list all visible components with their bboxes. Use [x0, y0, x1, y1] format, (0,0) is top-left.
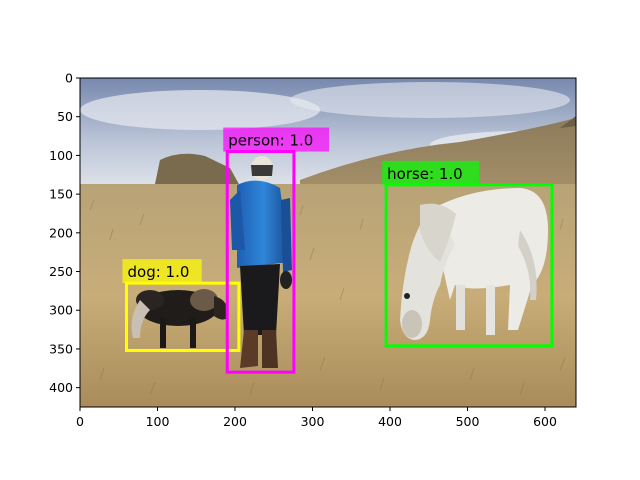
y-tick-label: 200	[49, 225, 73, 240]
person-label: person: 1.0	[228, 132, 313, 150]
grass-texture	[89, 199, 566, 396]
axes-frame	[79, 77, 577, 408]
y-tick-label: 350	[49, 341, 73, 356]
cloud	[290, 82, 570, 118]
photo-image	[80, 78, 576, 407]
y-tick-label: 100	[49, 148, 73, 163]
dog-figure	[131, 289, 229, 348]
y-tick-label: 150	[49, 187, 73, 202]
y-tick-label: 250	[49, 264, 73, 279]
hill-left	[155, 153, 240, 186]
x-tick-label: 400	[378, 414, 402, 429]
x-axis: 0 100 200 300 400 500 600	[76, 407, 557, 429]
horse-label: horse: 1.0	[387, 165, 463, 183]
x-tick-label: 300	[301, 414, 325, 429]
x-tick-label: 200	[223, 414, 247, 429]
y-tick-label: 300	[49, 303, 73, 318]
horse-label-background	[382, 160, 480, 185]
dog-label: dog: 1.0	[128, 263, 190, 281]
y-tick-label: 0	[65, 71, 73, 86]
horse-figure	[400, 188, 548, 340]
detections-layer: dog: 1.0 person: 1.0 horse: 1.0	[122, 127, 554, 374]
person-label-background	[223, 127, 330, 152]
person-bounding-box	[225, 150, 296, 374]
x-tick-label: 600	[533, 414, 557, 429]
person-figure	[230, 156, 292, 368]
y-axis: 0 50 100 150 200 250 300 350 400	[49, 71, 80, 395]
hill-right-edge	[560, 116, 576, 128]
cloud	[80, 90, 320, 130]
dog-label-background	[122, 259, 202, 284]
y-tick-label: 400	[49, 380, 73, 395]
x-tick-label: 0	[76, 414, 84, 429]
x-tick-label: 500	[456, 414, 480, 429]
hill-right	[300, 118, 576, 190]
y-tick-label: 50	[57, 109, 73, 124]
x-tick-label: 100	[146, 414, 170, 429]
